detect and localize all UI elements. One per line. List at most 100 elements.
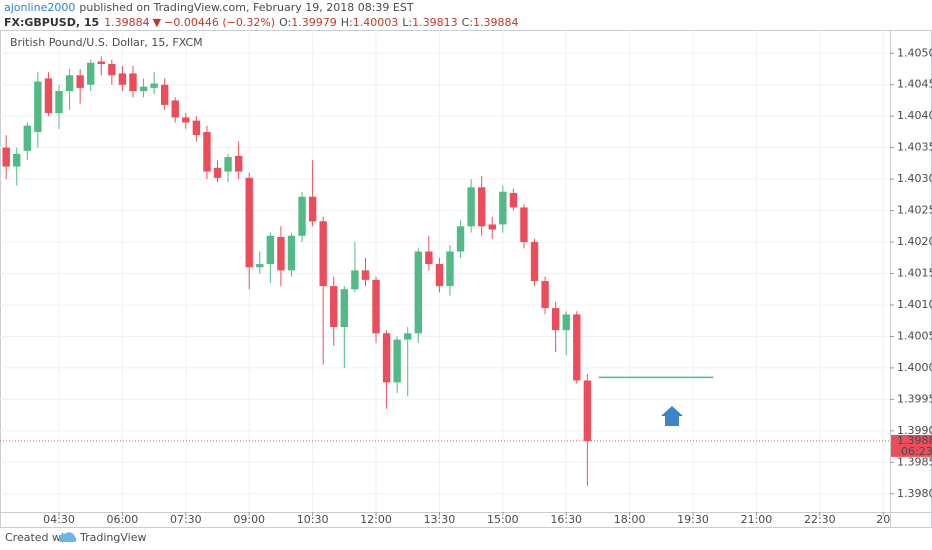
candle-body	[13, 153, 21, 167]
candle-body	[551, 308, 560, 331]
y-tick-label: 1.40050	[897, 329, 932, 342]
y-tick-label: 1.40300	[897, 172, 932, 185]
c-label: C:	[462, 16, 473, 29]
quote-line: FX:GBPUSD, 15 1.39884 ▼ −0.00446 (−0.32%) O:…	[4, 16, 518, 29]
candle-body	[467, 187, 475, 227]
candle-body	[298, 196, 306, 236]
c: 1.39884	[473, 16, 519, 29]
candle-body	[182, 117, 190, 123]
y-tick-label: 1.40350	[897, 141, 932, 154]
candle-body	[213, 167, 222, 178]
candle-body	[509, 192, 518, 208]
candle-body	[65, 75, 74, 92]
candle-body	[372, 279, 380, 334]
y-tick-label: 1.40400	[897, 109, 932, 122]
candle-body	[340, 289, 349, 328]
x-tick-label: 19:30	[677, 513, 709, 526]
x-tick-label: 04:30	[43, 513, 75, 526]
candle-body	[351, 270, 359, 290]
candle-body	[2, 147, 10, 167]
x-tick-label: 09:00	[233, 513, 265, 526]
last-price-label: 1.39884	[897, 434, 932, 447]
candle-body	[55, 91, 63, 114]
l-label: L:	[402, 16, 412, 29]
countdown: 06:23	[901, 445, 932, 458]
y-tick-label: 1.40150	[897, 267, 932, 280]
footer-brand[interactable]: TradingView	[79, 531, 146, 544]
symbol: FX:GBPUSD, 15	[4, 16, 99, 29]
y-tick-label: 1.40250	[897, 204, 932, 217]
candle-body	[129, 73, 137, 92]
candle-body	[118, 73, 127, 85]
candle-body	[488, 224, 496, 230]
x-tick-label: 10:30	[297, 513, 329, 526]
plot	[0, 56, 890, 486]
candle-body	[583, 380, 592, 441]
candle-body	[171, 100, 179, 118]
candle-body	[108, 63, 116, 76]
last-price-tag	[891, 434, 932, 457]
x-tick-label: 21:00	[741, 513, 773, 526]
o: 1.39979	[291, 16, 337, 29]
x-tick-label: 15:00	[487, 513, 519, 526]
x-tick-label: 16:30	[550, 513, 582, 526]
candle-body	[319, 221, 327, 287]
candle-body	[499, 191, 507, 225]
x-tick-label: 13:30	[424, 513, 456, 526]
candle-body	[308, 196, 317, 222]
candle-body	[520, 207, 528, 243]
candle-body	[287, 235, 296, 271]
publish-line: ajonline2000 published on TradingView.com…	[4, 1, 414, 14]
y-tick-label: 1.40000	[897, 361, 932, 374]
y-tick-label: 1.39950	[897, 392, 932, 405]
candle-body	[234, 155, 243, 172]
candle-body	[245, 177, 253, 268]
candle-body	[150, 83, 158, 88]
candle-body	[425, 251, 433, 265]
y-tick-label: 1.40100	[897, 298, 932, 311]
candle-body	[477, 187, 486, 227]
change-arrow: ▼	[153, 16, 162, 29]
y-tick-label: 1.39900	[897, 424, 932, 437]
candle-body	[435, 264, 444, 287]
o-label: O:	[279, 16, 291, 29]
candle-body	[266, 235, 275, 265]
x-tick-label: 07:30	[170, 513, 202, 526]
candle-body	[393, 339, 401, 383]
change: −0.00446 (−0.32%)	[164, 16, 275, 29]
y-tick-label: 1.40450	[897, 78, 932, 91]
h: 1.40003	[353, 16, 399, 29]
candle-body	[192, 120, 201, 136]
candle-body	[573, 314, 581, 381]
author[interactable]: ajonline2000	[4, 1, 75, 14]
candle-body	[456, 226, 465, 252]
candle-body	[76, 75, 84, 88]
y-tick-label: 1.39850	[897, 455, 932, 468]
y-tick-label: 1.40200	[897, 235, 932, 248]
candle-body	[446, 251, 454, 287]
chart-frame	[0, 30, 932, 528]
candle-body	[139, 86, 148, 92]
candle-body	[414, 251, 422, 334]
y-tick-label: 1.40500	[897, 46, 932, 59]
candle-body	[277, 237, 285, 271]
h-label: H:	[341, 16, 353, 29]
candle-body	[87, 62, 95, 85]
published: published on TradingView.com, February 1…	[79, 1, 413, 14]
candle-body	[224, 157, 232, 172]
chart-title: British Pound/U.S. Dollar, 15, FXCM	[10, 36, 203, 49]
logo	[58, 532, 77, 542]
l: 1.39813	[412, 16, 458, 29]
x-tick-label: 20	[876, 513, 890, 526]
candle-body	[97, 61, 105, 64]
grid	[0, 30, 890, 512]
candle-body	[23, 125, 32, 151]
candle-body	[203, 131, 211, 172]
arrow-annotation	[661, 406, 683, 426]
candle-body	[330, 286, 338, 328]
candle-body	[541, 281, 549, 309]
price: 1.39884	[104, 16, 150, 29]
candle-body	[34, 81, 42, 132]
y-tick-label: 1.39800	[897, 487, 932, 500]
